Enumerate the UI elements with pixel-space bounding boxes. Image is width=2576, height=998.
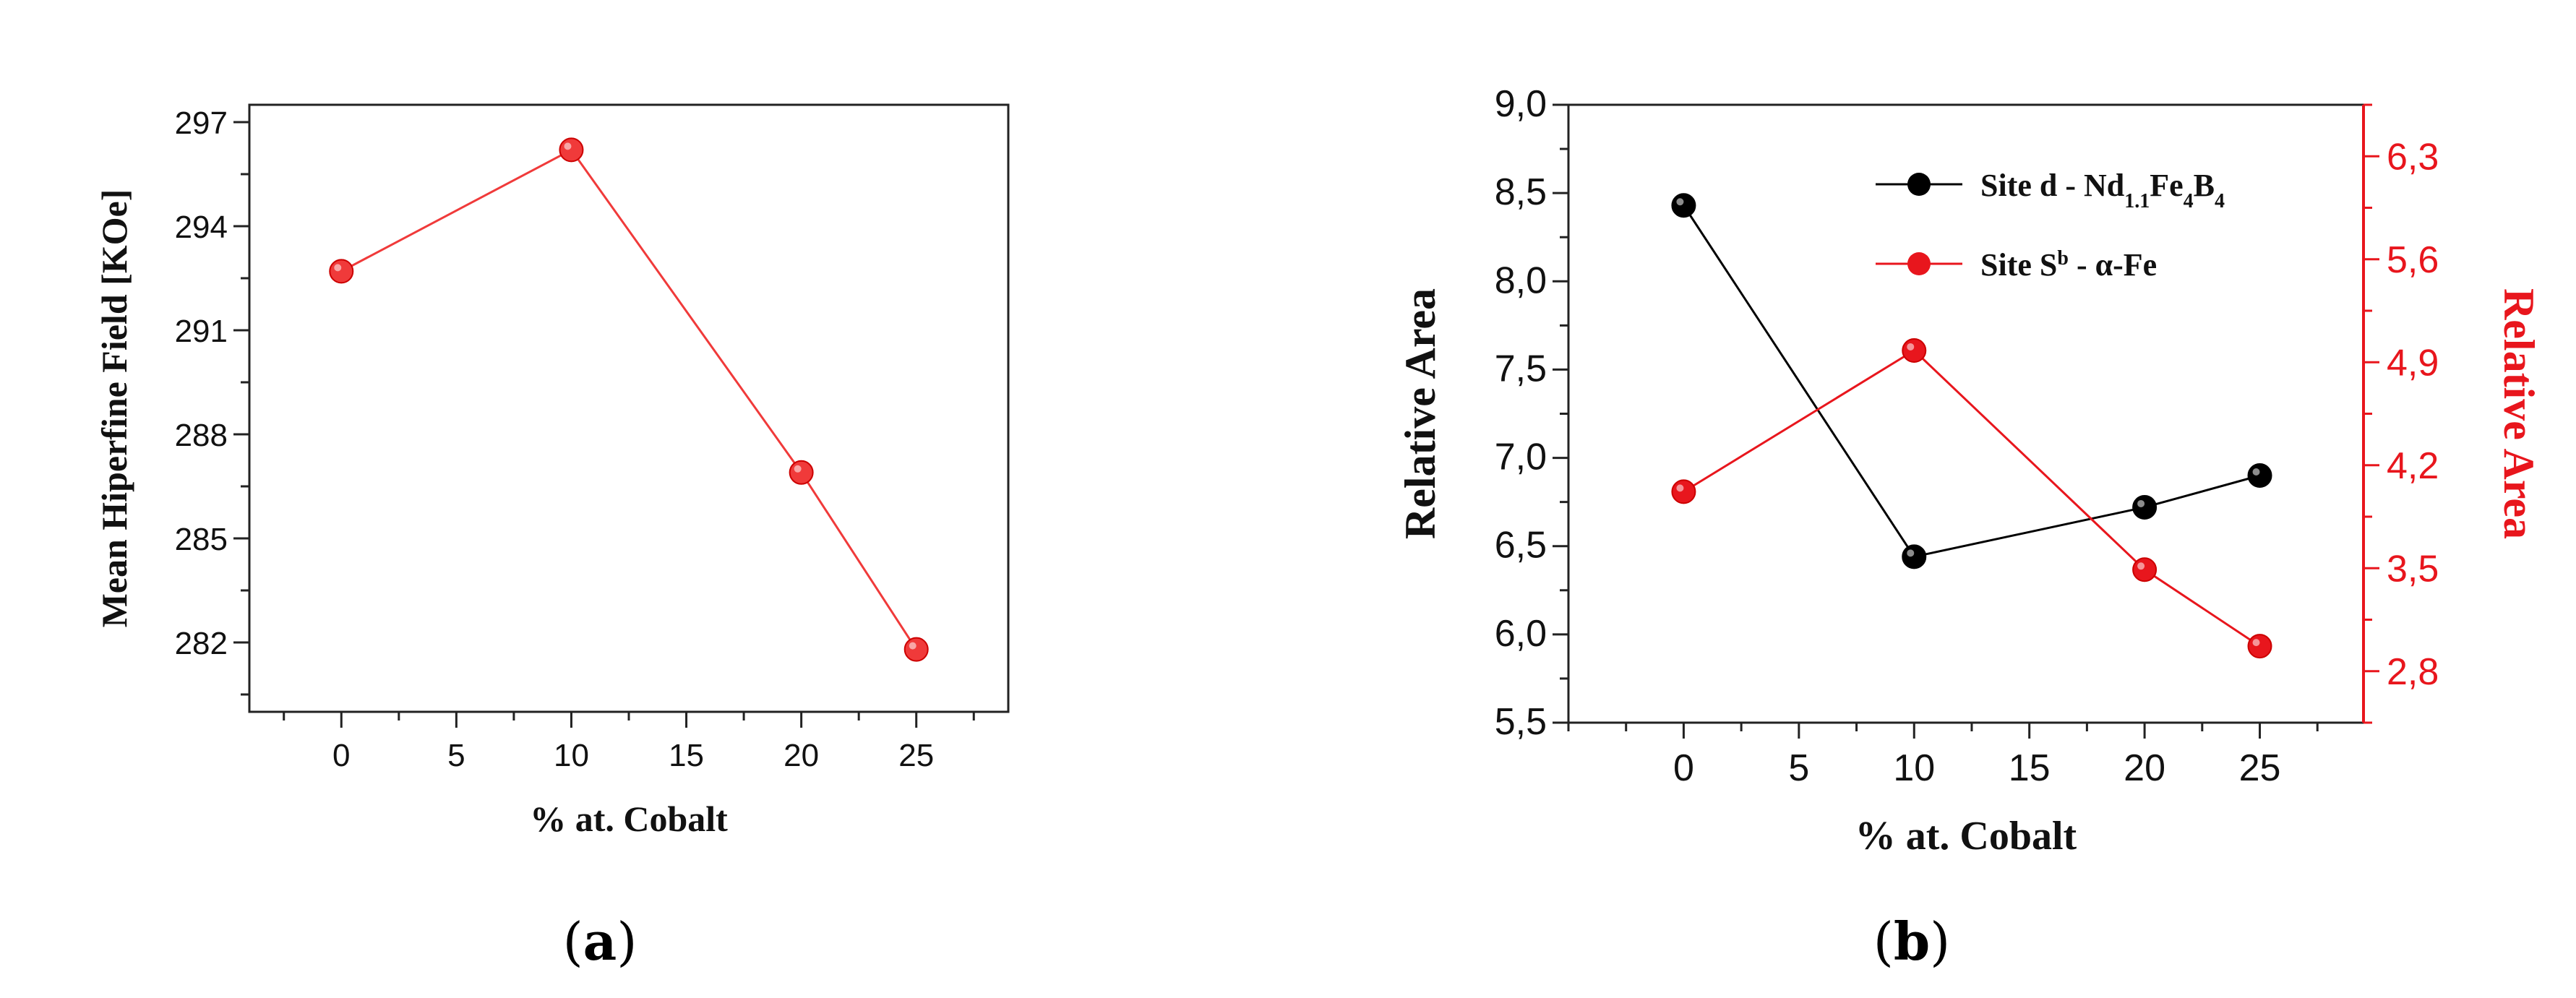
chart-a-x-tick-label: 25 (898, 738, 934, 773)
chart-b-legend-text: 1.1 (2124, 190, 2150, 212)
chart-b-series-1-point (2247, 634, 2272, 659)
chart-b-legend-box (1861, 130, 2338, 311)
chart-b-y-tick-label: 6,0 (1495, 613, 1547, 655)
chart-b-legend-text: Site S (1980, 247, 2057, 283)
chart-b-point-highlight (2137, 499, 2145, 507)
chart-a-y-axis-label: Mean Hiperfine Field [KOe] (94, 189, 134, 628)
chart-a-series-0-line (340, 148, 917, 650)
chart-a-x-tick-label: 0 (332, 738, 350, 773)
chart-b-point-highlight (2252, 639, 2260, 647)
chart-a-y-tick-label: 288 (175, 418, 228, 453)
chart-b-x-tick-label: 25 (2239, 747, 2281, 789)
chart-a-x-axis-label: % at. Cobalt (530, 799, 728, 839)
chart-b-right-y-axis-label: Relative Area (2495, 288, 2543, 539)
chart-b-point-highlight (2137, 562, 2145, 570)
chart-b-y-tick-label: 7,0 (1495, 436, 1547, 478)
chart-a-point-highlight (909, 642, 916, 650)
chart-b-series-1-point (2132, 557, 2158, 582)
chart-a-y-tick-label: 291 (175, 314, 228, 349)
chart-a-x-tick-label: 10 (554, 738, 589, 773)
chart-a-series-0-point (903, 637, 929, 662)
chart-b-x-axis-label: % at. Cobalt (1855, 814, 2077, 859)
chart-b-right-y-tick-label: 4,9 (2387, 342, 2439, 384)
chart-b-y-tick-label: 5,5 (1495, 701, 1547, 743)
chart-b-legend-text: B (2194, 168, 2215, 203)
chart-b-legend-text: Site d - Nd (1980, 168, 2124, 203)
chart-a-y-tick-label: 282 (175, 626, 228, 661)
chart-b-right-y-tick-label: 4,2 (2387, 445, 2439, 487)
caption-b: (b) (1873, 911, 1951, 972)
caption-a: (a) (562, 911, 637, 972)
chart-b-legend-text: b (2057, 247, 2069, 270)
chart-b-x-tick-label: 5 (1788, 747, 1809, 789)
chart-b-series-1-point (1902, 337, 1927, 363)
chart-b-y-tick-label: 8,0 (1495, 259, 1547, 301)
chart-a-y-tick-label: 294 (175, 210, 228, 245)
chart-a-point-highlight (794, 465, 802, 473)
chart-b-legend-entry: Site Sb - α-Fe (1980, 247, 2157, 283)
chart-a-series-0-point (789, 460, 814, 485)
chart-b-point-highlight (1907, 549, 1915, 557)
chart-b-y-axis-label: Relative Area (1396, 288, 1444, 539)
chart-b-series-0-line (1683, 205, 2260, 559)
chart-a-frame (248, 103, 1010, 713)
chart-a-series-0-point (559, 137, 584, 163)
chart-b-y-tick-label: 7,5 (1495, 348, 1547, 390)
chart-a-x-tick-label: 20 (783, 738, 819, 773)
chart-b-point-highlight (1907, 343, 1915, 350)
chart-b-legend-swatch-marker (1907, 173, 1931, 196)
chart-b-x-tick-label: 0 (1673, 747, 1694, 789)
chart-b-legend-swatch-marker (1907, 252, 1931, 275)
chart-a-series-0-point (329, 259, 354, 284)
chart-b-point-highlight (2252, 468, 2260, 476)
chart-b-legend-text: - α-Fe (2069, 247, 2157, 283)
chart-b-right-y-tick-label: 6,3 (2387, 136, 2439, 178)
chart-b-series-0-point (2247, 463, 2272, 488)
chart-b-right-y-tick-label: 3,5 (2387, 548, 2439, 590)
chart-b-legend-text: 4 (2184, 190, 2194, 212)
chart-a-y-tick-label: 297 (175, 106, 228, 141)
chart-b-y-tick-label: 8,5 (1495, 171, 1547, 213)
chart-b-series-0-point (2132, 494, 2158, 520)
chart-a-x-tick-label: 5 (447, 738, 465, 773)
chart-a-x-tick-label: 15 (669, 738, 704, 773)
chart-b-y-tick-label: 6,5 (1495, 525, 1547, 567)
chart-a-point-highlight (334, 264, 342, 272)
chart-b-series-0-point (1671, 193, 1696, 218)
chart-b-right-y-tick-label: 5,6 (2387, 239, 2439, 281)
chart-b-x-tick-label: 20 (2124, 747, 2165, 789)
chart-b-right-y-tick-label: 2,8 (2387, 651, 2439, 693)
chart-b-legend-text: 4 (2215, 190, 2225, 212)
chart-b-series-0-point (1902, 544, 1927, 569)
chart-b-point-highlight (1676, 198, 1684, 206)
chart-b-x-tick-label: 10 (1893, 747, 1935, 789)
chart-b-series-1-line (1683, 349, 2261, 648)
chart-a-point-highlight (564, 142, 572, 150)
chart-b-legend-entry: Site d - Nd1.1Fe4B4 (1980, 168, 2225, 212)
chart-b-point-highlight (1676, 484, 1684, 492)
chart-b-series-1-point (1671, 479, 1696, 504)
chart-b-legend-text: Fe (2150, 168, 2183, 203)
chart-a-y-tick-label: 285 (175, 522, 228, 557)
chart-b-x-tick-label: 15 (2009, 747, 2051, 789)
chart-b-y-tick-label: 9,0 (1495, 83, 1547, 125)
